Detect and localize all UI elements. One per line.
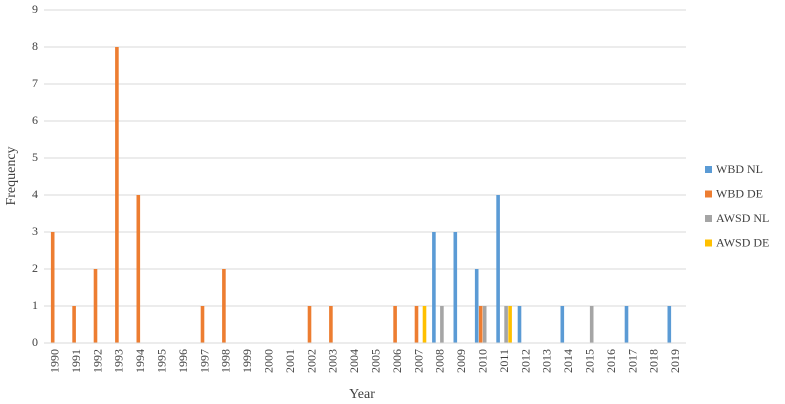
- x-tick-label: 2010: [475, 349, 489, 373]
- x-tick-label: 2004: [347, 349, 361, 373]
- x-tick-label: 1995: [154, 349, 168, 373]
- bar: [589, 306, 594, 343]
- y-tick-label: 9: [32, 2, 38, 16]
- x-tick-label: 2011: [497, 349, 511, 373]
- x-tick-label: 2016: [604, 349, 618, 373]
- x-tick-label: 2008: [433, 349, 447, 373]
- bar: [517, 306, 522, 343]
- bar: [72, 306, 76, 343]
- x-tick-label: 1990: [47, 349, 61, 373]
- x-tick-label: 2012: [518, 349, 532, 373]
- legend-swatch: [705, 239, 712, 247]
- bar: [478, 306, 483, 343]
- legend-swatch: [705, 166, 712, 173]
- x-tick-label: 1992: [90, 349, 104, 373]
- x-tick-label: 2002: [304, 349, 318, 373]
- y-tick-label: 5: [32, 150, 38, 164]
- x-tick-label: 2015: [582, 349, 596, 373]
- x-axis-label: Year: [349, 387, 375, 402]
- y-tick-label: 3: [32, 224, 38, 238]
- bar: [432, 232, 436, 343]
- x-tick-label: 2013: [540, 349, 554, 373]
- x-tick-label: 1997: [197, 349, 211, 373]
- bar: [222, 269, 226, 343]
- x-tick-label: 2019: [668, 349, 682, 373]
- x-tick-label: 1994: [133, 349, 147, 373]
- x-tick-label: 2003: [326, 349, 340, 373]
- legend-label: AWSD NL: [716, 211, 769, 225]
- bar: [115, 47, 119, 343]
- y-tick-label: 2: [32, 261, 38, 275]
- y-axis-label: Frequency: [4, 146, 19, 205]
- bar: [307, 306, 312, 343]
- bar: [93, 269, 98, 343]
- legend-swatch: [705, 215, 712, 222]
- legend-label: WBD NL: [716, 162, 763, 176]
- bar: [200, 306, 205, 343]
- legend-label: AWSD DE: [716, 235, 769, 249]
- x-tick-label: 2005: [368, 349, 382, 373]
- bar: [422, 306, 427, 343]
- bar: [504, 306, 508, 343]
- bar: [440, 306, 444, 343]
- y-tick-label: 4: [32, 187, 38, 201]
- bar: [667, 306, 672, 343]
- bar: [50, 232, 55, 343]
- x-tick-label: 2009: [454, 349, 468, 373]
- x-tick-label: 1998: [219, 349, 233, 373]
- y-tick-label: 0: [32, 335, 38, 349]
- bar: [482, 306, 487, 343]
- legend-swatch: [705, 190, 712, 198]
- bar: [136, 195, 141, 343]
- y-tick-label: 6: [32, 113, 38, 127]
- legend-label: WBD DE: [716, 186, 763, 200]
- x-tick-label: 1996: [176, 349, 190, 373]
- bar: [393, 306, 397, 343]
- bar: [474, 269, 479, 343]
- x-tick-label: 1991: [69, 349, 83, 373]
- bar: [560, 306, 565, 343]
- x-tick-label: 2001: [283, 349, 297, 373]
- bar: [496, 195, 500, 343]
- x-tick-label: 2017: [625, 349, 639, 373]
- bar: [453, 232, 458, 343]
- bar: [508, 306, 512, 343]
- x-tick-label: 2007: [411, 349, 425, 373]
- x-tick-label: 1993: [112, 349, 126, 373]
- x-tick-label: 2018: [647, 349, 661, 373]
- y-tick-label: 7: [32, 76, 38, 90]
- x-tick-label: 2006: [390, 349, 404, 373]
- y-tick-label: 8: [32, 39, 38, 53]
- bar: [329, 306, 333, 343]
- bar: [624, 306, 629, 343]
- x-tick-label: 1999: [240, 349, 254, 373]
- x-tick-label: 2014: [561, 349, 575, 373]
- x-tick-label: 2000: [261, 349, 275, 373]
- y-tick-label: 1: [32, 298, 38, 312]
- bar: [414, 306, 419, 343]
